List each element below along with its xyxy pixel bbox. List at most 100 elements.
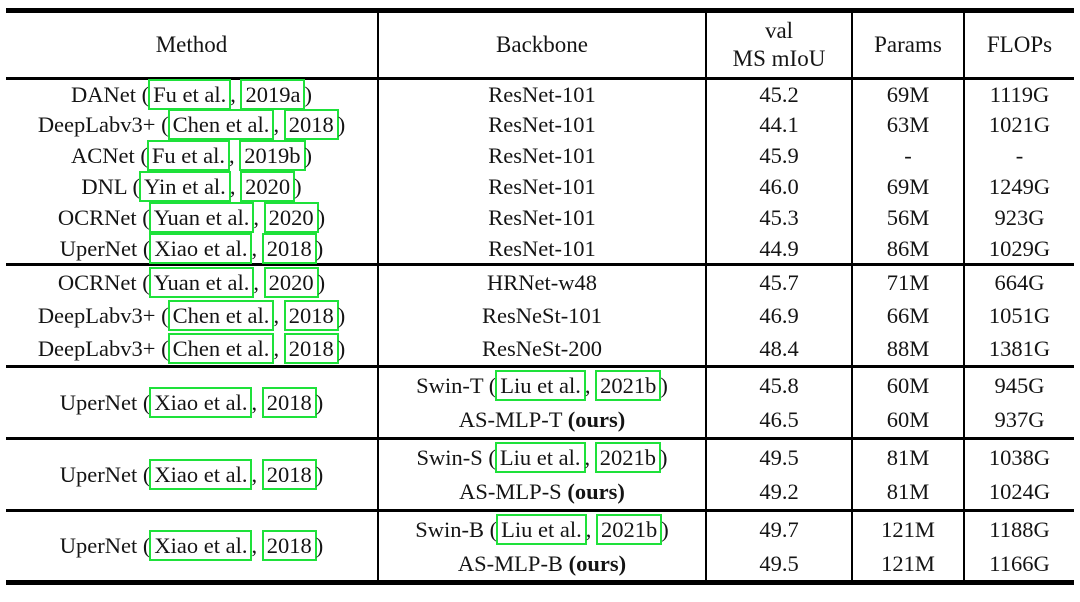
backbone-text: AS-MLP-B xyxy=(457,550,569,576)
method-text: , xyxy=(230,82,242,108)
method-text: , xyxy=(251,235,263,261)
method-text: , xyxy=(253,205,265,231)
backbone-cell: Swin-T (Liu et al., 2021b) xyxy=(377,366,706,403)
method-text: DeepLabv3+ ( xyxy=(37,336,169,362)
method-text: OCRNet ( xyxy=(57,269,150,295)
method-text: UperNet ( xyxy=(59,461,151,487)
method-text: DANet ( xyxy=(71,82,150,108)
backbone-text: Swin-B ( xyxy=(415,516,498,542)
backbone-cell: AS-MLP-T (ours) xyxy=(377,402,706,439)
params-cell: 56M xyxy=(851,202,964,234)
params-cell: 81M xyxy=(851,438,964,475)
params-cell: 71M xyxy=(851,264,964,299)
backbone-cell: ResNeSt-101 xyxy=(377,298,706,333)
citation-link[interactable]: Yuan et al. xyxy=(148,202,255,234)
backbone-text: , xyxy=(584,444,596,470)
citation-link[interactable]: 2019b xyxy=(239,140,306,172)
method-cell: UperNet (Xiao et al., 2018) xyxy=(6,367,378,439)
citation-link[interactable]: 2018 xyxy=(261,386,317,418)
citation-link[interactable]: 2018 xyxy=(261,458,317,490)
citation-link[interactable]: 2018 xyxy=(261,232,317,264)
ours-label: (ours) xyxy=(567,407,626,433)
method-text: DeepLabv3+ ( xyxy=(37,112,169,138)
citation-link[interactable]: Xiao et al. xyxy=(149,530,253,562)
citation-link[interactable]: Xiao et al. xyxy=(149,386,253,418)
method-text: DNL ( xyxy=(81,174,140,200)
citation-link[interactable]: 2019a xyxy=(240,79,306,111)
method-text: , xyxy=(229,174,242,200)
citation-link[interactable]: Chen et al. xyxy=(167,333,275,365)
method-text: ) xyxy=(337,112,346,138)
flops-cell: 945G xyxy=(963,366,1074,403)
citation-link[interactable]: Yin et al. xyxy=(138,171,231,203)
citation-link[interactable]: Fu et al. xyxy=(148,79,232,111)
flops-cell: 1021G xyxy=(963,109,1074,141)
miou-cell: 46.9 xyxy=(705,298,852,333)
backbone-cell: ResNet-101 xyxy=(377,140,706,172)
miou-cell: 49.7 xyxy=(705,510,852,547)
flops-cell: 1029G xyxy=(963,233,1074,265)
citation-link[interactable]: 2018 xyxy=(283,299,339,331)
citation-link[interactable]: 2021b xyxy=(594,441,661,473)
citation-link[interactable]: Xiao et al. xyxy=(149,458,253,490)
flops-cell: 923G xyxy=(963,202,1074,234)
table-row: UperNet (Xiao et al., 2018) Swin-S (Liu … xyxy=(6,438,1074,490)
citation-link[interactable]: 2021b xyxy=(596,513,663,545)
citation-link[interactable]: Xiao et al. xyxy=(149,232,253,264)
miou-cell: 49.2 xyxy=(705,474,852,511)
citation-link[interactable]: 2020 xyxy=(240,171,296,203)
citation-link[interactable]: Chen et al. xyxy=(167,109,275,141)
citation-link[interactable]: 2018 xyxy=(261,530,317,562)
citation-link[interactable]: 2018 xyxy=(283,333,339,365)
section-swin-t: UperNet (Xiao et al., 2018) Swin-T (Liu … xyxy=(6,366,1074,439)
params-cell: 81M xyxy=(851,474,964,511)
method-text: , xyxy=(229,143,241,169)
citation-link[interactable]: 2020 xyxy=(263,266,319,298)
method-cell: DeepLabv3+ (Chen et al., 2018) xyxy=(6,333,378,367)
method-text: , xyxy=(253,269,265,295)
miou-cell: 45.9 xyxy=(705,140,852,172)
flops-cell: - xyxy=(963,140,1074,172)
method-cell: UperNet (Xiao et al., 2018) xyxy=(6,439,378,511)
method-text: ) xyxy=(315,389,324,415)
method-text: ) xyxy=(304,82,312,108)
citation-link[interactable]: 2020 xyxy=(263,202,319,234)
ours-label: (ours) xyxy=(567,479,625,505)
miou-header-line1: val xyxy=(764,18,794,44)
method-text: ) xyxy=(315,235,324,261)
flops-cell: 664G xyxy=(963,264,1074,299)
citation-link[interactable]: Yuan et al. xyxy=(148,266,255,298)
method-text: ) xyxy=(294,174,302,200)
method-text: DeepLabv3+ ( xyxy=(37,302,169,328)
backbone-text: Swin-T ( xyxy=(416,372,497,398)
section-other-backbones: OCRNet (Yuan et al., 2020) HRNet-w48 45.… xyxy=(6,264,1074,367)
miou-header-line2: MS mIoU xyxy=(732,46,826,71)
miou-cell: 45.8 xyxy=(705,366,852,403)
flops-cell: 1249G xyxy=(963,171,1074,203)
method-cell: UperNet (Xiao et al., 2018) xyxy=(6,232,378,265)
citation-link[interactable]: Liu et al. xyxy=(495,369,586,401)
citation-link[interactable]: Chen et al. xyxy=(167,299,275,331)
params-cell: 60M xyxy=(851,402,964,439)
section-resnet: DANet (Fu et al., 2019a) ResNet-101 45.2… xyxy=(6,78,1074,265)
method-cell: DeepLabv3+ (Chen et al., 2018) xyxy=(6,109,378,141)
table-row: AS-MLP-S (ours) 49.2 81M 1024G xyxy=(6,474,1074,511)
citation-link[interactable]: Liu et al. xyxy=(496,513,587,545)
flops-cell: 1166G xyxy=(963,546,1074,583)
table-row: UperNet (Xiao et al., 2018) Swin-B (Liu … xyxy=(6,510,1074,562)
citation-link[interactable]: Liu et al. xyxy=(494,441,586,473)
citation-link[interactable]: 2021b xyxy=(595,369,662,401)
citation-link[interactable]: Fu et al. xyxy=(146,140,230,172)
method-cell: ACNet (Fu et al., 2019b) xyxy=(6,140,378,172)
params-cell: 88M xyxy=(851,332,964,367)
column-header-miou: val MS mIoU xyxy=(705,10,852,80)
backbone-cell: Swin-S (Liu et al., 2021b) xyxy=(377,438,706,475)
citation-link[interactable]: 2018 xyxy=(283,109,339,141)
table-row: ACNet (Fu et al., 2019b) ResNet-101 45.9… xyxy=(6,140,1074,172)
table-row: UperNet (Xiao et al., 2018) ResNet-101 4… xyxy=(6,232,1074,265)
backbone-text: Swin-S ( xyxy=(416,444,496,470)
params-cell: - xyxy=(851,140,964,172)
method-text: ) xyxy=(315,461,324,487)
method-text: , xyxy=(251,533,263,559)
backbone-text: ) xyxy=(661,516,669,542)
